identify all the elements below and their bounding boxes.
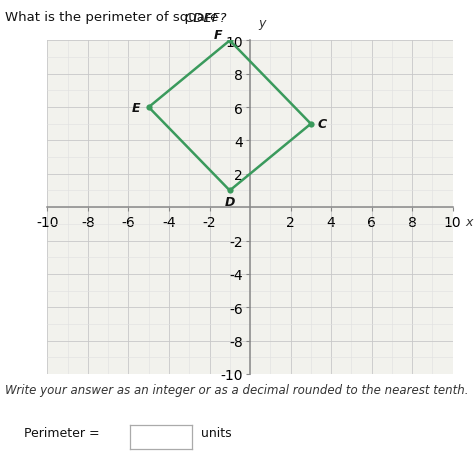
Text: units: units bbox=[201, 426, 232, 439]
Text: Perimeter =: Perimeter = bbox=[24, 426, 100, 439]
Text: F: F bbox=[213, 29, 222, 42]
Text: D: D bbox=[225, 196, 235, 208]
Text: E: E bbox=[131, 101, 140, 114]
Text: Write your answer as an integer or as a decimal rounded to the nearest tenth.: Write your answer as an integer or as a … bbox=[5, 383, 468, 396]
Text: C: C bbox=[318, 118, 327, 131]
Text: What is the perimeter of square: What is the perimeter of square bbox=[5, 11, 222, 24]
Text: x: x bbox=[465, 216, 473, 229]
Text: y: y bbox=[258, 17, 265, 30]
Text: CDEF?: CDEF? bbox=[185, 11, 228, 24]
